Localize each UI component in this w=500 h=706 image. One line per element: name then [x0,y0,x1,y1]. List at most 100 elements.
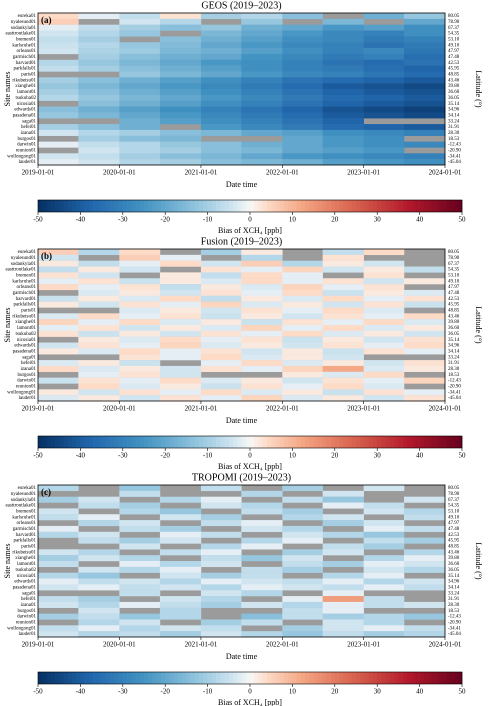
colorbar-segment [46,200,52,212]
heat-cell [322,325,364,332]
latitude-label: 78.90 [448,20,460,25]
heat-cell [38,531,79,538]
latitude-label: 35.14 [448,338,460,343]
heat-cell [200,631,242,638]
heat-cell [159,135,202,142]
heat-cell [322,631,364,638]
heat-cell [322,53,364,60]
heat-cell [282,89,323,96]
latitude-label: 47.48 [448,55,460,60]
heat-cell [159,613,202,620]
x-tick-label: 2024-01-01 [429,405,462,413]
colorbar-segment [186,672,191,684]
heat-cell [159,395,202,402]
colorbar-segment [131,200,136,212]
colorbar-segment [305,436,310,448]
colorbar-segment [279,672,285,684]
heat-cell [322,514,364,521]
colorbar-segment [38,436,43,448]
heat-cell [363,289,405,296]
heat-cell [403,566,446,573]
site-label: saga01 [22,119,36,124]
heat-cell [282,129,323,136]
heat-cell [38,159,79,166]
heat-cell [363,42,405,49]
colorbar-segment [309,672,314,684]
heat-cell [241,578,283,585]
heat-cell [38,65,79,72]
latitude-label: 48.85 [448,73,460,78]
heat-cell [200,342,242,349]
heat-cell [322,124,364,131]
heat-cell [363,383,405,390]
colorbar-segment [80,436,85,448]
heat-cell [322,619,364,626]
colorbar-tick-label: -40 [76,216,86,224]
latitude-label: 42.53 [448,61,460,66]
heat-cell [200,596,242,603]
heat-cell [241,584,283,591]
colorbar-segment [432,672,437,684]
heat-cell [200,284,242,291]
colorbar-segment [322,436,327,448]
colorbar-segment [148,436,153,448]
heat-cell [363,307,405,314]
heat-cell [363,543,405,550]
latitude-label: 28.30 [448,131,460,136]
heat-cell [322,383,364,390]
heat-cell [363,100,405,107]
heat-cell [282,278,323,285]
heat-cell [403,100,446,107]
heat-cell [322,266,364,273]
heat-cell [282,496,323,503]
heat-cell [282,153,323,160]
colorbar-segment [101,200,107,212]
heat-cell [241,13,283,20]
heat-cell [403,336,446,343]
heat-cell [322,59,364,66]
site-label: bremen01 [16,273,36,278]
latitude-label: 67.37 [448,498,460,503]
site-label: easttroutlake01 [5,32,36,37]
heat-cell [119,118,161,125]
colorbar-segment [118,200,124,212]
heat-cell [282,607,323,614]
heat-cell [322,301,364,308]
colorbar-segment [279,436,285,448]
colorbar-segment [42,436,47,448]
latitude-label: 28.30 [448,367,460,372]
colorbar-segment [169,200,174,212]
heat-cell [241,336,283,343]
x-tick-label: 2019-01-01 [22,405,55,413]
site-label: harvard01 [16,533,37,538]
colorbar-segment [283,436,289,448]
heat-cell [322,153,364,160]
heat-cell [119,613,161,620]
latitude-label: 34.96 [448,580,460,585]
colorbar-segment [436,436,442,448]
site-label: lauder01 [19,632,37,637]
heat-cell [282,83,323,90]
colorbar-segment [271,436,276,448]
heat-cell [241,77,283,84]
colorbar-segment [228,672,234,684]
heat-cell [322,371,364,378]
colorbar-segment [275,200,280,212]
panel-label: (b) [41,251,52,261]
x-tick-label: 2020-01-01 [103,641,136,649]
heat-cell [322,129,364,136]
heat-cell [322,342,364,349]
colorbar-segment [381,436,386,448]
colorbar-segment [402,436,408,448]
colorbar-segment [165,200,170,212]
heat-cell [241,266,283,273]
heat-cell [200,601,242,608]
latitude-label: 54.35 [448,268,460,273]
colorbar-segment [313,436,319,448]
heat-cell [322,549,364,556]
latitude-label: 43.46 [448,78,460,83]
heat-cell [78,555,120,562]
heat-cell [241,313,283,320]
heat-cell [119,325,161,332]
heat-cell [363,48,405,55]
